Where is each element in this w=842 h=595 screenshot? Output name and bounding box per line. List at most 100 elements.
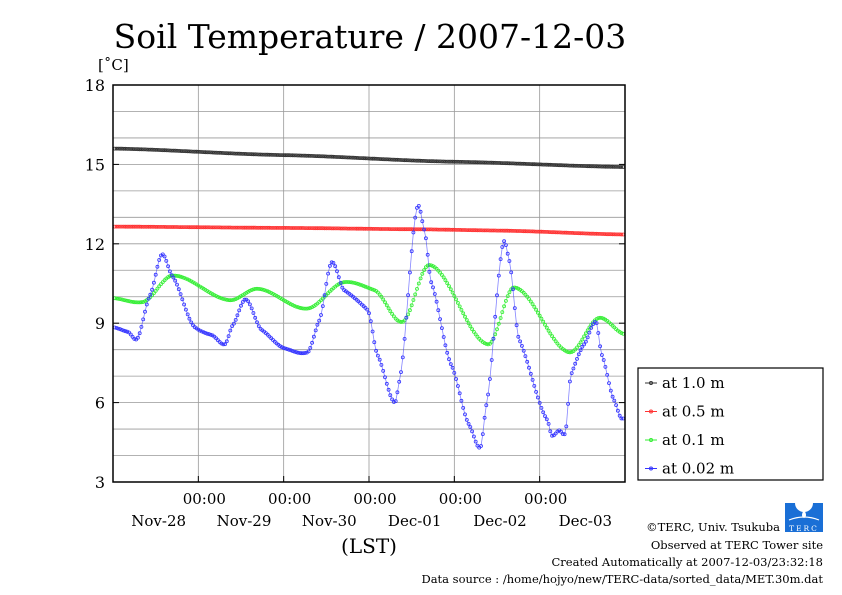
data-point	[608, 388, 613, 393]
data-point	[575, 345, 579, 350]
data-point	[409, 249, 414, 254]
data-point	[390, 311, 395, 316]
data-point	[231, 321, 236, 326]
data-point	[169, 225, 174, 229]
data-point	[415, 286, 419, 291]
data-point	[260, 287, 265, 292]
data-point	[464, 417, 469, 422]
data-point	[439, 326, 444, 331]
data-point	[370, 226, 375, 231]
data-point	[272, 225, 277, 230]
data-point	[584, 164, 588, 169]
data-point	[544, 162, 549, 167]
data-point	[400, 158, 405, 163]
data-point	[146, 296, 151, 301]
data-point	[230, 151, 235, 156]
data-point	[573, 163, 578, 168]
logo-text: TERC	[789, 524, 819, 533]
source-text: Data source : /home/hojyo/new/TERC-data/…	[421, 572, 823, 586]
data-point	[466, 160, 471, 164]
x-tick-label: 00:00	[353, 490, 396, 508]
data-point	[363, 226, 368, 231]
data-point	[539, 229, 544, 234]
data-point	[178, 225, 183, 230]
data-point	[237, 308, 242, 313]
data-point	[285, 347, 290, 352]
day-label: Dec-01	[388, 512, 441, 530]
data-point	[584, 231, 588, 236]
data-point	[555, 230, 560, 235]
data-point	[166, 225, 171, 229]
data-point	[148, 224, 153, 229]
legend-box	[637, 367, 824, 481]
data-point	[207, 150, 211, 155]
data-point	[550, 230, 554, 235]
data-point	[251, 152, 256, 157]
data-point	[313, 226, 318, 231]
data-point	[368, 226, 373, 231]
data-point	[390, 227, 395, 232]
data-point	[262, 152, 267, 157]
data-point	[575, 231, 579, 236]
data-point	[397, 379, 402, 384]
data-point	[502, 161, 507, 166]
data-point	[299, 306, 304, 311]
data-point	[194, 225, 199, 230]
data-point	[386, 157, 391, 162]
data-point	[153, 147, 158, 152]
data-point	[594, 231, 599, 236]
data-point	[443, 278, 448, 283]
data-point	[587, 231, 592, 236]
data-point	[116, 296, 121, 301]
data-point	[514, 161, 519, 166]
data-point	[311, 226, 316, 231]
data-point	[134, 300, 139, 305]
data-point	[367, 156, 371, 161]
data-point	[486, 160, 491, 165]
data-point	[189, 225, 194, 230]
data-point	[416, 281, 421, 286]
data-point	[240, 300, 245, 304]
data-point	[395, 157, 400, 162]
data-point	[619, 331, 624, 335]
data-point	[576, 352, 581, 357]
data-point	[457, 391, 462, 396]
data-point	[256, 225, 261, 230]
data-point	[219, 296, 224, 301]
data-point	[443, 227, 448, 232]
data-point	[534, 307, 538, 312]
data-point	[450, 365, 455, 370]
data-point	[363, 156, 368, 161]
data-point	[127, 299, 131, 304]
data-point	[397, 227, 402, 232]
data-point	[532, 162, 537, 167]
data-point	[562, 432, 567, 437]
data-point	[447, 284, 451, 289]
data-point	[571, 231, 576, 235]
data-point	[246, 152, 251, 157]
data-point	[543, 229, 547, 234]
data-point	[425, 159, 430, 164]
data-point	[381, 368, 386, 373]
data-point	[585, 231, 590, 236]
data-point	[123, 224, 128, 229]
data-point	[450, 290, 455, 295]
data-point	[500, 310, 505, 315]
data-point	[324, 154, 329, 159]
data-point	[448, 362, 453, 367]
data-point	[516, 161, 521, 166]
data-point	[207, 332, 211, 337]
data-point	[166, 148, 171, 153]
data-point	[431, 159, 435, 164]
data-point	[491, 228, 496, 233]
data-point	[224, 225, 229, 230]
data-point	[125, 146, 130, 151]
data-point	[502, 239, 507, 244]
data-point	[607, 381, 611, 386]
data-point	[171, 148, 176, 153]
data-point	[176, 148, 181, 153]
data-point	[530, 377, 535, 382]
data-point	[169, 148, 174, 153]
data-point	[397, 157, 402, 162]
data-point	[448, 287, 453, 292]
